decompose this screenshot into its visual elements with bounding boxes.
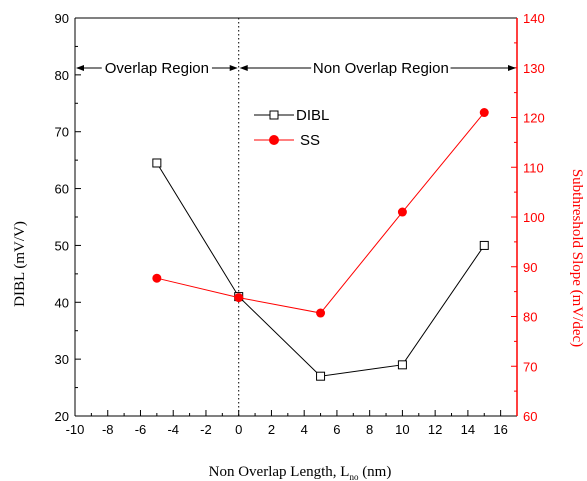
ss-point-0 <box>234 293 244 303</box>
dibl-point-5 <box>316 371 326 381</box>
right-tick-label-90: 90 <box>523 260 537 275</box>
legend-item-ss: SS <box>254 132 320 149</box>
x-tick-label-6: 6 <box>333 422 340 437</box>
x-axis-ticks: -10 -8 -6 -4 -2 0 2 4 6 8 10 12 14 16 <box>66 410 518 437</box>
ss-line <box>156 112 485 314</box>
dibl-point-minus-5 <box>152 158 162 168</box>
x-tick-label-2: 2 <box>268 422 275 437</box>
right-axis-ticks: 60 70 80 90 100 110 120 130 140 <box>511 11 545 424</box>
left-tick-label-60: 60 <box>55 182 69 197</box>
x-tick-label-4: 4 <box>301 422 308 437</box>
left-tick-label-20: 20 <box>55 409 69 424</box>
right-axis-label: Subthreshold Slope (mV/dec) <box>569 169 585 347</box>
x-tick-label-16: 16 <box>493 422 507 437</box>
dibl-point-10 <box>397 360 407 370</box>
ss-point-minus-5 <box>152 273 162 283</box>
plot-frame <box>74 17 518 417</box>
x-tick-label-14: 14 <box>461 422 475 437</box>
right-tick-label-100: 100 <box>523 210 545 225</box>
right-tick-label-110: 110 <box>523 160 544 175</box>
left-tick-label-30: 30 <box>55 352 69 367</box>
x-tick-label-10: 10 <box>395 422 409 437</box>
left-axis-label: DIBL (mV/V) <box>12 221 28 307</box>
non-overlap-arrowhead-left <box>239 65 248 71</box>
ss-point-10 <box>397 207 407 217</box>
left-tick-label-40: 40 <box>55 295 69 310</box>
dibl-point-15 <box>479 240 489 250</box>
right-tick-label-140: 140 <box>523 11 545 26</box>
series-ss <box>152 108 489 318</box>
left-tick-label-90: 90 <box>55 11 69 26</box>
legend-ss-marker <box>269 135 279 145</box>
x-axis-label-main: Non Overlap Length, L <box>209 464 350 480</box>
x-axis-label-suffix: (nm) <box>358 464 391 480</box>
right-tick-label-130: 130 <box>523 61 545 76</box>
non-overlap-region-annotation: Non Overlap Region <box>239 60 516 77</box>
x-axis-label: Non Overlap Length, Lno (nm) <box>209 464 392 481</box>
right-tick-label-70: 70 <box>523 359 537 374</box>
x-tick-label-minus-10: -10 <box>66 422 85 437</box>
left-tick-label-80: 80 <box>55 68 69 83</box>
legend-dibl-marker <box>269 110 279 120</box>
x-tick-label-0: 0 <box>235 422 242 437</box>
x-tick-label-minus-6: -6 <box>135 422 147 437</box>
right-tick-label-60: 60 <box>523 409 537 424</box>
left-tick-label-70: 70 <box>55 125 69 140</box>
overlap-arrowhead-right <box>229 65 238 71</box>
overlap-region-annotation: Overlap Region <box>76 60 238 77</box>
legend-dibl-label: DIBL <box>296 107 329 124</box>
ss-point-15 <box>479 108 489 118</box>
series-dibl <box>152 158 489 381</box>
x-tick-label-12: 12 <box>428 422 442 437</box>
legend-item-dibl: DIBL <box>254 107 329 124</box>
x-tick-label-8: 8 <box>366 422 373 437</box>
right-tick-label-80: 80 <box>523 310 537 325</box>
region-annotations: Overlap Region Non Overlap Region <box>76 60 516 77</box>
legend: DIBL SS <box>254 107 329 149</box>
ss-point-5 <box>316 308 326 318</box>
overlap-region-label: Overlap Region <box>105 60 209 77</box>
legend-ss-label: SS <box>300 132 320 149</box>
x-tick-label-minus-8: -8 <box>102 422 114 437</box>
x-axis-label-subscript: no <box>349 472 359 481</box>
non-overlap-region-label: Non Overlap Region <box>313 60 449 77</box>
non-overlap-arrowhead-right <box>508 65 516 71</box>
x-tick-label-minus-4: -4 <box>167 422 179 437</box>
left-tick-label-50: 50 <box>55 238 69 253</box>
overlap-arrowhead-left <box>76 65 84 71</box>
x-tick-label-minus-2: -2 <box>200 422 212 437</box>
left-axis-ticks: 20 30 40 50 60 70 80 90 <box>55 11 81 424</box>
right-tick-label-120: 120 <box>523 111 545 126</box>
dibl-line <box>156 162 485 377</box>
